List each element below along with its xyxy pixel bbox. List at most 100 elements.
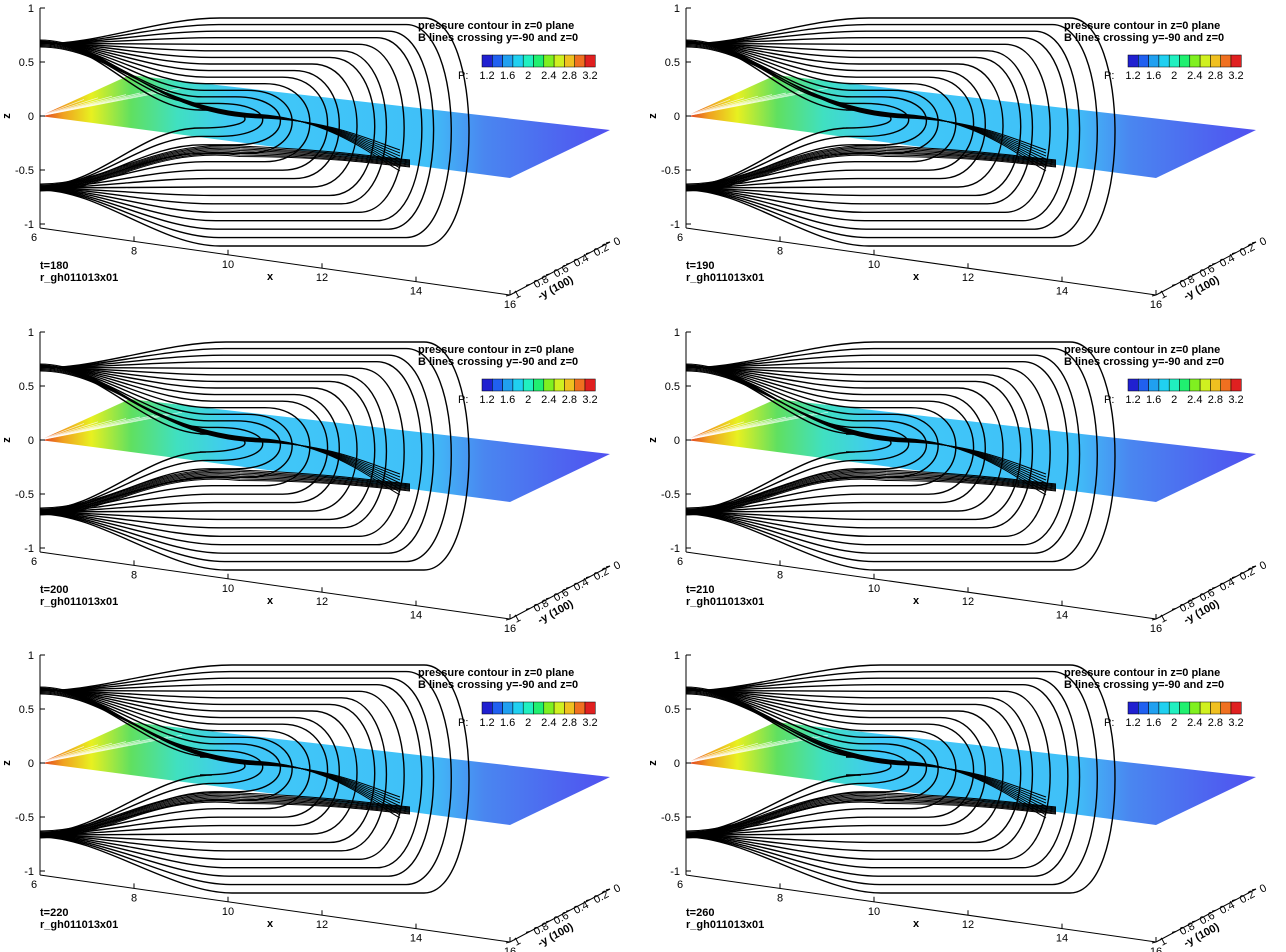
z-tick-label: -0.5 (15, 812, 34, 824)
colorbar-tick-label: 1.2 (479, 70, 494, 82)
z-tick-label: 0 (674, 435, 680, 447)
field-line (39, 677, 435, 877)
field-line (39, 796, 411, 835)
field-line (685, 361, 1069, 546)
x-axis-label: x (913, 918, 920, 930)
contour-line (39, 99, 85, 117)
plot-title: pressure contour in z=0 plane (1064, 20, 1220, 32)
time-label: t=180 (40, 260, 68, 272)
field-line (685, 689, 975, 836)
x-tick-label: 6 (677, 879, 683, 891)
colorbar-cell (564, 378, 575, 392)
colorbar-cell (1127, 701, 1139, 715)
plot-title: B lines crossing y=-90 and z=0 (1064, 32, 1224, 44)
y-tick-label: 0 (1258, 882, 1269, 895)
colorbar-cell (1179, 54, 1191, 68)
colorbar-cell (1199, 378, 1211, 392)
field-line (39, 798, 411, 837)
field-line (685, 794, 1057, 834)
run-label: r_gh011013x01 (40, 272, 118, 284)
field-line (685, 664, 1116, 894)
field-line (685, 366, 1022, 521)
colorbar-cell (1158, 701, 1170, 715)
field-line (685, 471, 1057, 511)
x-axis-label: x (267, 271, 274, 283)
field-line (39, 689, 401, 807)
y-tick (1211, 909, 1217, 912)
colorbar-cell (492, 378, 503, 392)
z-tick-label: 1 (674, 3, 680, 15)
colorbar-cell (564, 54, 575, 68)
field-line (685, 363, 1047, 475)
field-line (39, 370, 401, 496)
colorbar-tick-label: 2.4 (541, 394, 556, 406)
field-line (39, 689, 340, 836)
colorbar-cell (1210, 54, 1221, 68)
colorbar-tick-label: 2.4 (1187, 70, 1202, 82)
y-axis (509, 888, 611, 943)
field-line (39, 670, 452, 886)
field-line (685, 473, 1057, 512)
x-axis (685, 227, 1157, 296)
colorbar-tick-label: 2 (1171, 717, 1177, 729)
x-axis (39, 551, 511, 620)
x-tick-label: 16 (504, 623, 516, 635)
contour-line (685, 99, 731, 117)
x-tick-label: 16 (504, 299, 516, 311)
field-line (685, 689, 1033, 852)
y-tick (545, 597, 551, 600)
colorbar-tick-label: 3.2 (1228, 394, 1243, 406)
colorbar-cell (533, 701, 545, 715)
x-tick-label: 8 (777, 569, 783, 581)
contour-line (39, 734, 183, 764)
colorbar-label: P: (458, 394, 468, 406)
contour-line (685, 100, 717, 117)
colorbar-tick-label: 3.2 (582, 70, 597, 82)
field-line (685, 42, 1047, 160)
x-axis-label: x (913, 595, 920, 607)
colorbar-tick-label: 1.2 (479, 394, 494, 406)
field-line (39, 40, 401, 154)
colorbar-cell (1148, 378, 1160, 392)
field-line (39, 366, 329, 513)
x-tick-label: 10 (868, 583, 880, 595)
colorbar-cell (1210, 701, 1221, 715)
colorbar-cell (584, 701, 596, 715)
colorbar-tick-label: 1.6 (1146, 70, 1161, 82)
y-tick-label: 1 (512, 935, 523, 948)
y-tick-label: 1 (512, 612, 523, 625)
colorbar-cell (574, 701, 586, 715)
field-line (685, 690, 1047, 810)
y-axis (509, 241, 611, 296)
field-line (39, 147, 411, 187)
colorbar-tick-label: 2.8 (562, 70, 577, 82)
field-line (685, 684, 1069, 869)
field-line (39, 687, 401, 801)
y-tick-label: 0.4 (572, 252, 591, 270)
field-line (685, 144, 1057, 185)
field-line (685, 151, 1057, 190)
x-tick-label: 8 (131, 892, 137, 904)
colorbar-cell (543, 54, 555, 68)
colorbar-cell (492, 54, 503, 68)
field-line (685, 793, 1057, 833)
field-line (39, 365, 246, 511)
y-tick-label: 1 (1158, 288, 1169, 301)
field-line (39, 689, 405, 860)
field-line (39, 154, 411, 192)
colorbar-cell (522, 701, 534, 715)
field-line (39, 23, 452, 239)
z-tick-label: -0.5 (15, 165, 34, 177)
colorbar-cell (1199, 701, 1211, 715)
colorbar-tick-label: 1.6 (500, 70, 515, 82)
field-line (39, 42, 405, 213)
field-line (685, 477, 1057, 515)
x-axis (39, 227, 511, 296)
x-tick-label: 16 (1150, 623, 1162, 635)
y-tick (585, 576, 591, 579)
colorbar-tick-label: 2.4 (1187, 717, 1202, 729)
plot-title: B lines crossing y=-90 and z=0 (418, 679, 578, 691)
colorbar-cell (1148, 701, 1160, 715)
z-tick-label: -0.5 (661, 489, 680, 501)
